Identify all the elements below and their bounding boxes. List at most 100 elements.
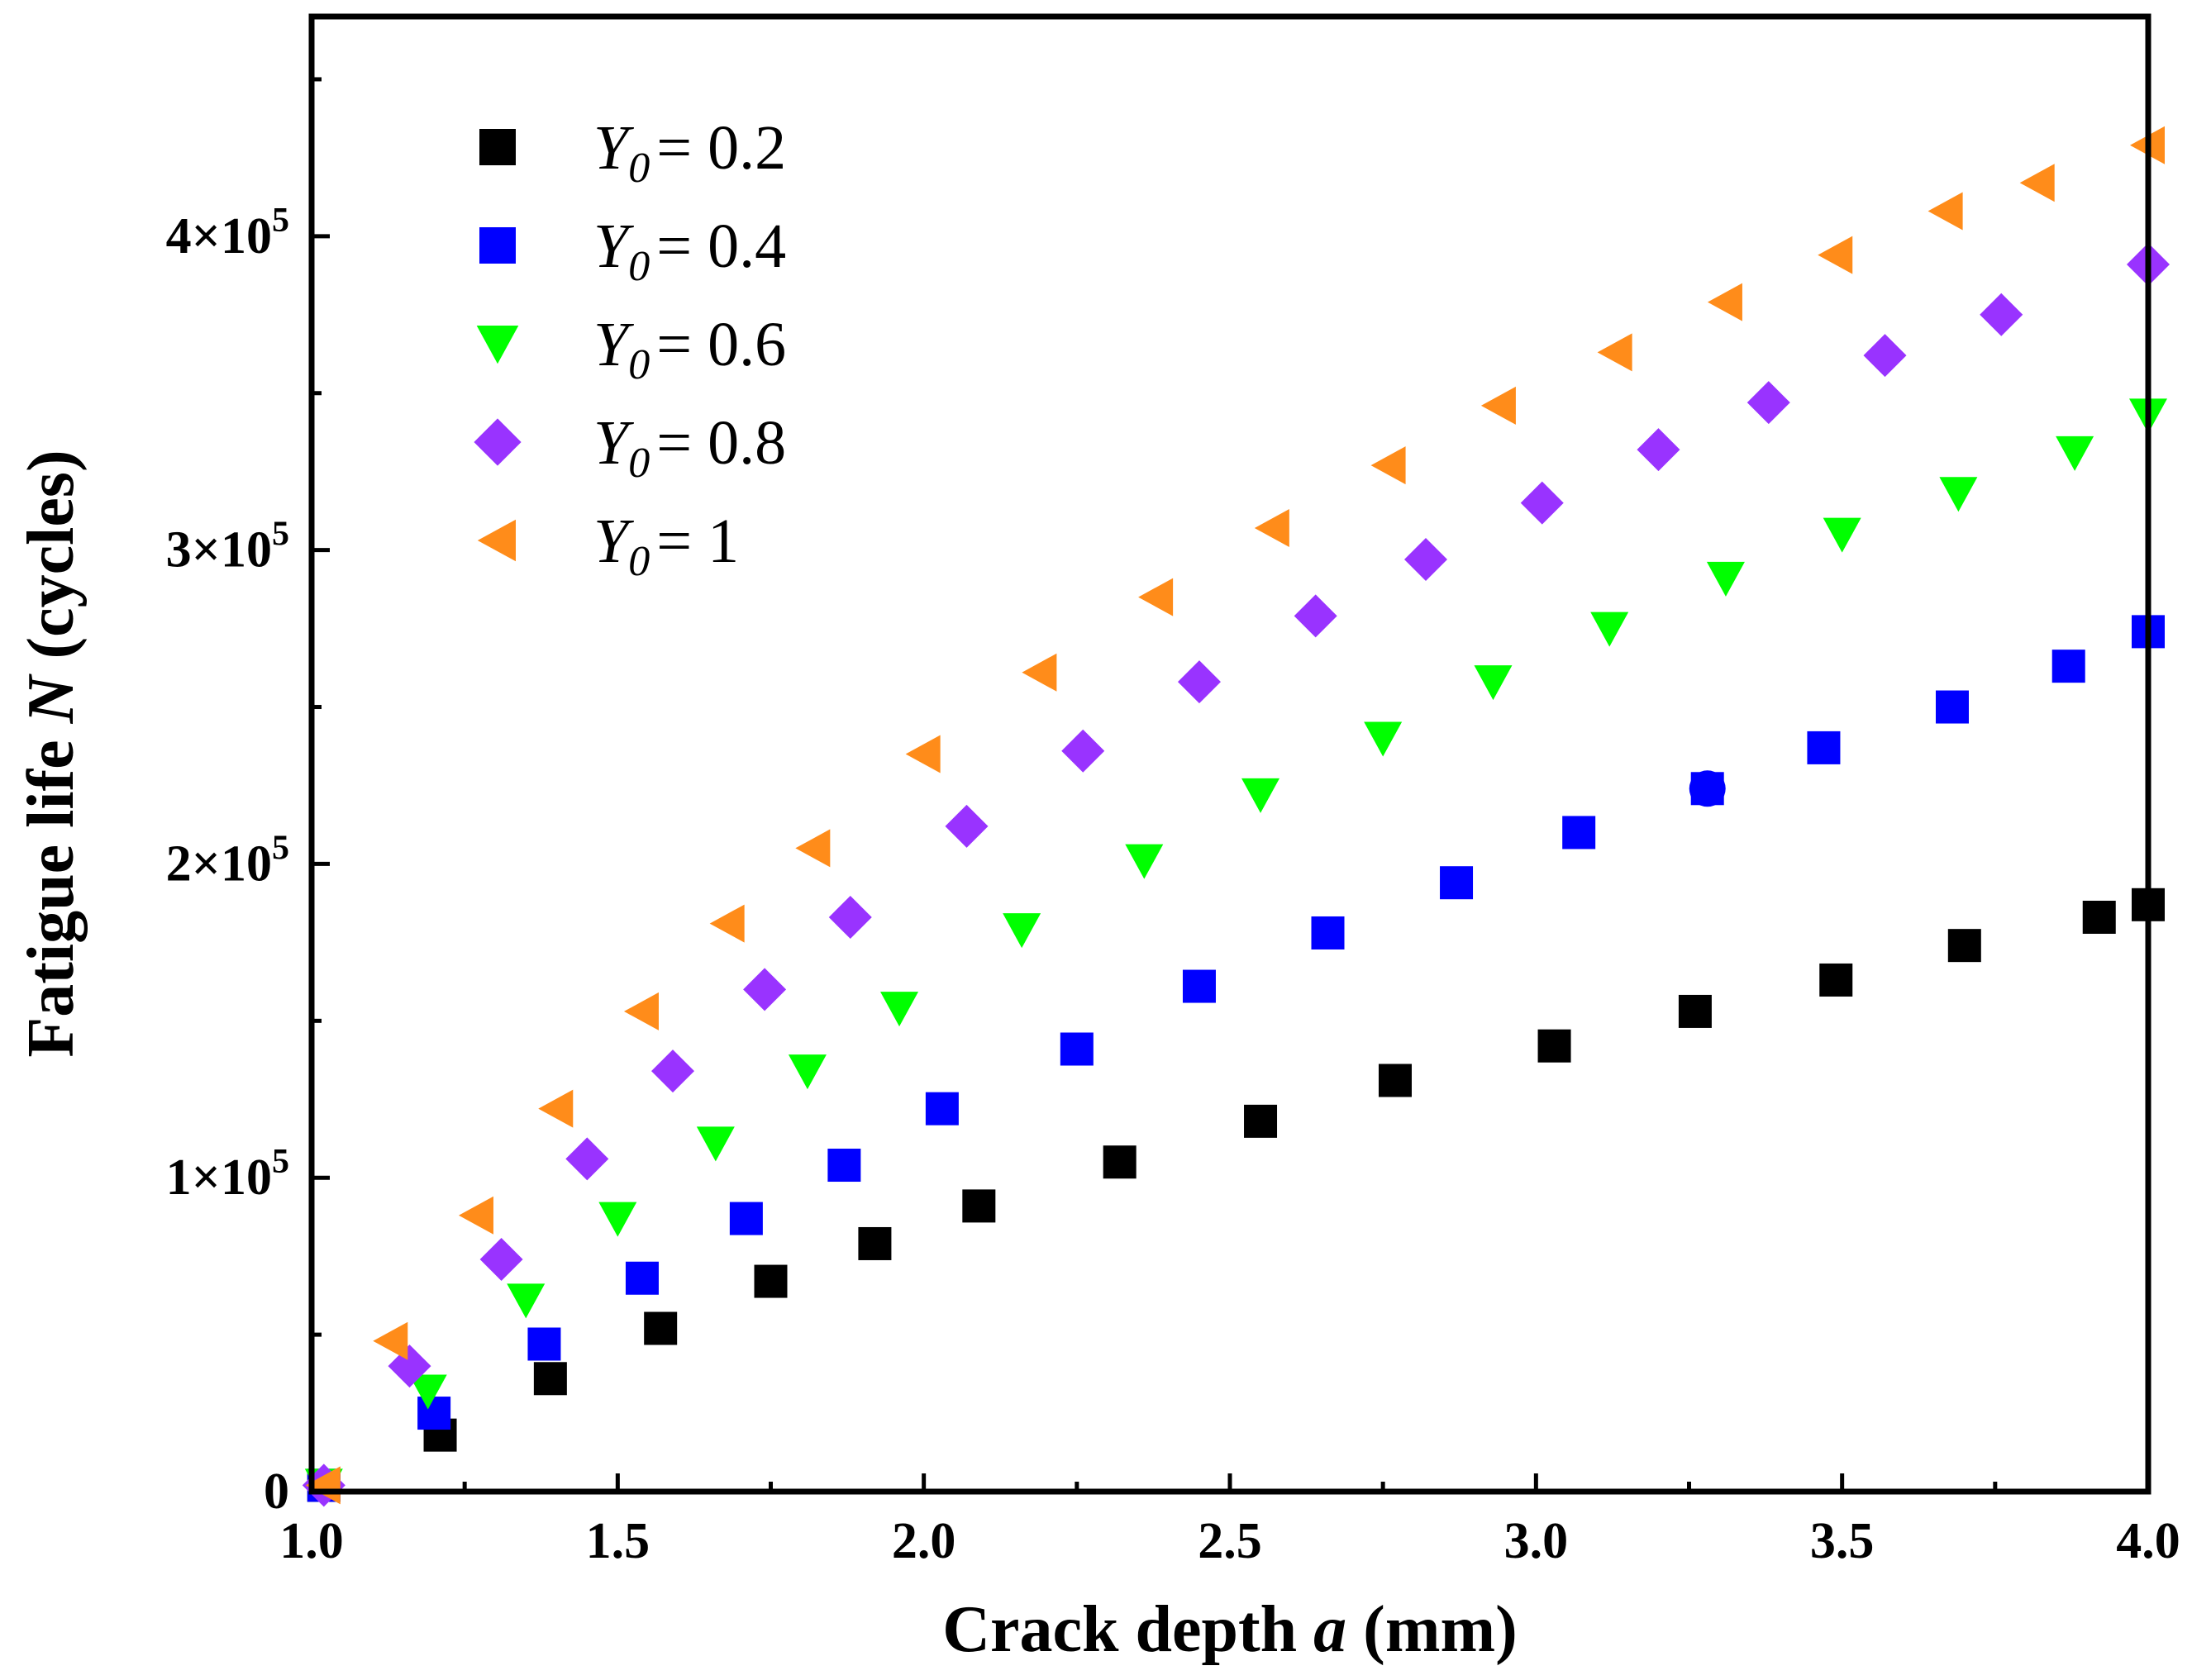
data-point-series-4 [650, 1049, 694, 1093]
data-point-series-3 [1364, 721, 1403, 757]
data-point-series-5 [795, 829, 831, 868]
data-point-series-3 [880, 992, 919, 1027]
ticks-layer [309, 77, 2151, 1494]
x-tick-label: 2.5 [1198, 1513, 1262, 1569]
data-point-series-2 [417, 1397, 451, 1430]
data-point-series-3 [507, 1283, 546, 1319]
highlighted-data-point [1689, 770, 1726, 807]
legend-label: Y0 = 0.8 [593, 408, 786, 487]
data-point-series-5 [1597, 333, 1632, 372]
data-point-series-3 [1125, 844, 1164, 879]
x-axis-title: Crack depth a (mm) [942, 1593, 1517, 1666]
data-point-series-1 [1244, 1104, 1278, 1138]
data-point-series-1 [1819, 963, 1853, 997]
legend-marker [474, 418, 522, 466]
y-tick-label: 3×105 [166, 516, 289, 578]
data-point-series-4 [1404, 538, 1448, 582]
data-point-series-4 [1520, 481, 1564, 525]
data-point-series-1 [858, 1226, 892, 1260]
data-point-series-1 [644, 1311, 678, 1345]
data-point-series-3 [1474, 665, 1513, 701]
data-point-series-3 [788, 1054, 827, 1090]
data-point-series-3 [1823, 517, 1861, 553]
data-point-series-4 [1177, 660, 1221, 704]
legend-marker [479, 129, 516, 165]
data-point-series-4 [479, 1237, 523, 1281]
data-point-series-2 [925, 1092, 959, 1126]
y-tick-labels: 0 1×105 2×105 3×105 4×105 [166, 202, 289, 1520]
data-point-series-3 [1706, 561, 1745, 597]
legend-label: Y0 = 0.6 [593, 310, 786, 388]
data-point-series-3 [408, 1374, 447, 1410]
data-point-series-4 [1980, 293, 2023, 336]
data-point-series-5 [709, 904, 745, 943]
data-point-series-4 [388, 1344, 431, 1388]
x-tick-labels: 1.0 1.5 2.0 2.5 3.0 3.5 4.0 [279, 1513, 2180, 1569]
legend: Y0 = 0.2 Y0 = 0.4 Y0 = 0.6 Y0 = 0.8 Y0 = 1 [474, 113, 786, 585]
x-tick-label: 3.0 [1504, 1513, 1569, 1569]
data-point-series-4 [1294, 594, 1337, 638]
data-point-series-3 [1939, 477, 1978, 512]
plot-frame [308, 13, 2151, 1495]
data-point-series-3 [696, 1126, 735, 1162]
data-point-series-2 [1182, 969, 1216, 1003]
data-point-series-2 [1807, 731, 1841, 764]
points-layer [302, 126, 2170, 1507]
x-tick-label: 1.5 [586, 1513, 650, 1569]
data-point-series-5 [2019, 164, 2055, 202]
data-point-series-1 [533, 1362, 567, 1396]
data-point-series-2 [827, 1149, 861, 1183]
data-point-series-2 [1562, 816, 1596, 850]
data-point-series-2 [1311, 916, 1345, 949]
x-tick-label: 3.5 [1810, 1513, 1875, 1569]
data-point-series-5 [373, 1321, 408, 1360]
data-point-series-2 [729, 1202, 763, 1235]
data-point-series-4 [828, 895, 872, 939]
data-point-series-1 [754, 1264, 788, 1298]
y-tick-label: 4×105 [166, 202, 289, 264]
data-point-series-2 [1935, 690, 1969, 724]
data-point-series-1 [962, 1189, 996, 1223]
data-point-series-5 [458, 1196, 493, 1235]
legend-label: Y0 = 0.2 [593, 113, 786, 192]
legend-marker [476, 326, 519, 364]
y-tick-label: 1×105 [166, 1143, 289, 1206]
y-tick-label: 0 [264, 1463, 289, 1520]
data-point-series-3 [1590, 612, 1629, 647]
data-point-series-5 [305, 1466, 341, 1505]
data-point-series-1 [1537, 1029, 1571, 1063]
data-point-series-5 [905, 735, 941, 773]
data-point-series-5 [1370, 446, 1406, 485]
data-point-series-5 [1022, 653, 1057, 692]
data-point-series-4 [1863, 334, 1907, 378]
data-point-series-2 [625, 1261, 659, 1295]
data-point-series-2 [1060, 1032, 1094, 1066]
data-point-series-4 [743, 968, 787, 1011]
data-point-series-1 [1947, 929, 1981, 963]
data-point-series-3 [598, 1202, 637, 1237]
data-point-series-3 [1003, 913, 1041, 949]
legend-marker [479, 227, 516, 264]
legend-label: Y0 = 0.4 [593, 212, 786, 290]
data-point-series-4 [1637, 428, 1680, 472]
data-point-series-5 [1254, 509, 1289, 548]
data-point-series-4 [1746, 381, 1790, 425]
data-point-series-3 [1241, 778, 1280, 813]
data-point-series-5 [623, 992, 659, 1030]
data-point-series-2 [527, 1327, 561, 1361]
y-axis-title: Fatigue life N (cycles) [15, 450, 88, 1057]
data-point-series-3 [2056, 435, 2094, 471]
x-tick-label: 1.0 [279, 1513, 344, 1569]
data-point-series-1 [1378, 1064, 1412, 1097]
legend-marker [477, 519, 516, 562]
data-point-series-1 [1678, 994, 1712, 1028]
data-point-series-2 [1440, 866, 1474, 900]
data-point-series-4 [565, 1137, 609, 1181]
x-tick-label: 4.0 [2116, 1513, 2180, 1569]
data-point-series-4 [945, 804, 989, 848]
data-point-series-5 [1138, 578, 1174, 616]
data-point-series-4 [1061, 729, 1105, 773]
data-point-series-1 [1103, 1145, 1137, 1179]
data-point-series-5 [1480, 386, 1516, 425]
